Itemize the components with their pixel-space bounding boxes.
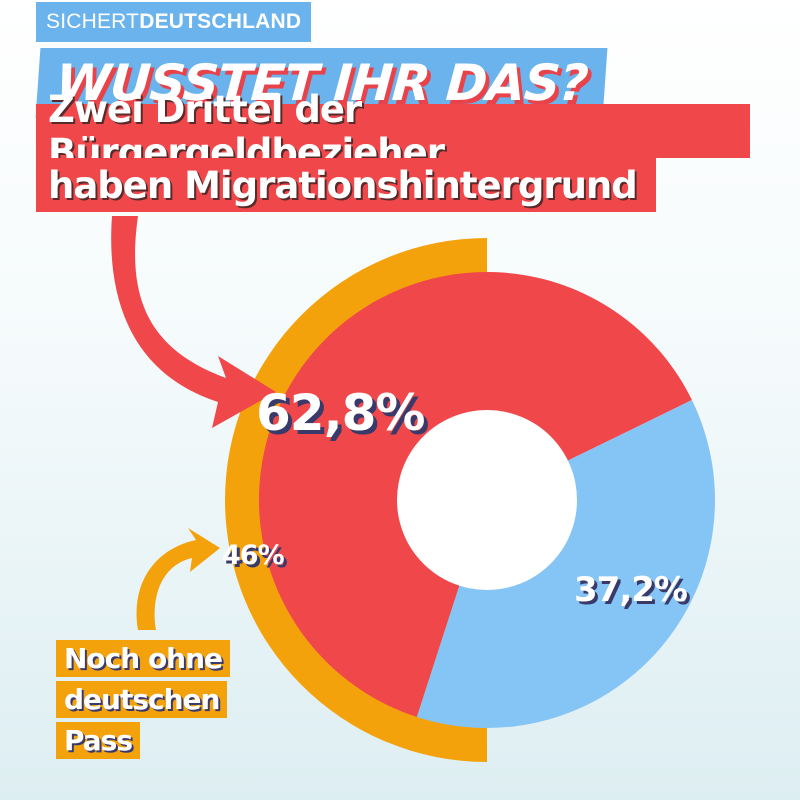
subtitle-line-2: haben Migrationshintergrund	[36, 158, 656, 212]
subtitle-line-1: Zwei Drittel der Bürgergeldbezieher	[36, 88, 750, 174]
pie-slice-blue	[416, 400, 715, 728]
note-line-2: deutschen	[56, 681, 228, 718]
red-arrow-icon	[111, 216, 276, 428]
brand-logo: SICHERT DEUTSCHLAND	[36, 2, 312, 42]
data-label-red: 62,8%	[256, 384, 425, 442]
brand-part-2: DEUTSCHLAND	[139, 10, 302, 33]
note-line-1: Noch ohne	[56, 640, 231, 677]
donut-hole	[397, 410, 577, 590]
data-label-orange: 46%	[222, 540, 285, 571]
note-line-3: Pass	[56, 722, 140, 759]
data-label-blue: 37,2%	[574, 570, 688, 610]
brand-part-1: SICHERT	[46, 10, 140, 33]
orange-arrow-icon	[136, 528, 220, 630]
note-box: Noch ohne deutschen Pass	[56, 640, 256, 763]
